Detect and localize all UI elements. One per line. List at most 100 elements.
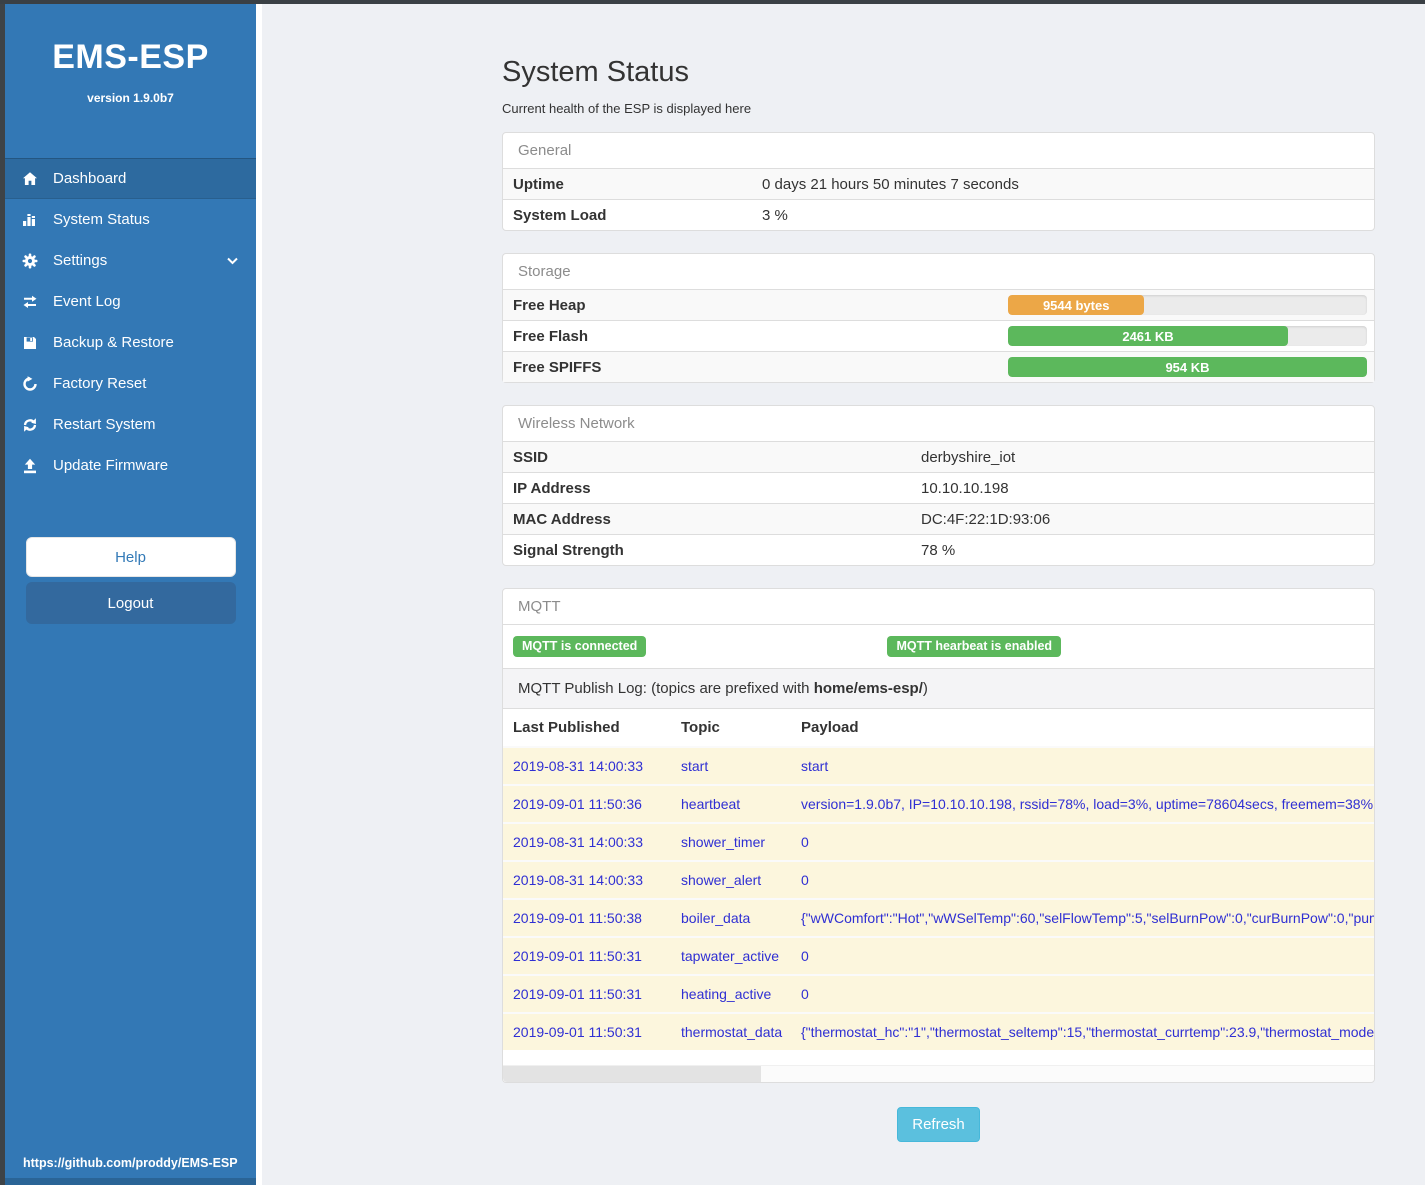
table-row: 2019-08-31 14:00:33 shower_alert 0 [503, 860, 1374, 898]
caption-text: MQTT Publish Log: (topics are prefixed w… [518, 680, 814, 697]
sidebar-item-restart-system[interactable]: Restart System [5, 404, 256, 445]
column-header: Topic [681, 719, 720, 736]
sidebar-item-label: Factory Reset [53, 375, 147, 392]
sidebar-item-label: Settings [53, 252, 108, 269]
row-label: Free Flash [513, 327, 589, 345]
cell-time: 2019-08-31 14:00:33 [513, 758, 643, 774]
table-row: 2019-08-31 14:00:33 shower_timer 0 [503, 822, 1374, 860]
row-value: 0 days 21 hours 50 minutes 7 seconds [762, 175, 1019, 193]
cell-payload: 0 [801, 948, 809, 964]
gear-icon [20, 253, 40, 269]
cell-payload: {"wWComfort":"Hot","wWSelTemp":60,"selFl… [801, 910, 1374, 926]
cell-time: 2019-09-01 11:50:38 [513, 910, 642, 926]
table-row: 2019-09-01 11:50:31 heating_active 0 [503, 974, 1374, 1012]
horizontal-scrollbar[interactable] [503, 1065, 1374, 1082]
cell-time: 2019-09-01 11:50:36 [513, 796, 642, 812]
mqtt-card-header: MQTT [518, 598, 561, 615]
mqtt-table-header: Last Published Topic Payload [503, 708, 1374, 746]
row-label: Signal Strength [513, 541, 624, 559]
refresh-button[interactable]: Refresh [897, 1107, 980, 1142]
table-row: Uptime 0 days 21 hours 50 minutes 7 seco… [503, 168, 1374, 199]
sidebar-item-label: Update Firmware [53, 457, 169, 474]
progress-bar: 954 KB [1008, 357, 1367, 377]
main-content: System Status Current health of the ESP … [256, 0, 1425, 1185]
sidebar-item-label: Backup & Restore [53, 334, 174, 351]
row-label: IP Address [513, 479, 591, 497]
progress-value: 954 KB [1165, 359, 1210, 375]
table-row: Free Heap 9544 bytes [503, 289, 1374, 320]
storage-card-header: Storage [518, 263, 571, 280]
table-row: Free Flash 2461 KB [503, 320, 1374, 351]
chart-icon [20, 212, 40, 228]
cell-time: 2019-09-01 11:50:31 [513, 986, 642, 1002]
row-value: 78 % [921, 541, 956, 559]
cell-payload: 0 [801, 834, 809, 850]
cell-payload: version=1.9.0b7, IP=10.10.10.198, rssid=… [801, 796, 1374, 812]
cell-payload: 0 [801, 872, 809, 888]
page-subtitle: Current health of the ESP is displayed h… [502, 101, 752, 116]
sidebar-item-update-firmware[interactable]: Update Firmware [5, 445, 256, 486]
row-label: Uptime [513, 175, 564, 193]
wireless-card: Wireless Network SSID derbyshire_iot IP … [502, 405, 1375, 566]
cell-topic: heartbeat [681, 796, 741, 812]
row-value: derbyshire_iot [921, 448, 1016, 466]
sidebar-item-system-status[interactable]: System Status [5, 199, 256, 240]
general-card: General Uptime 0 days 21 hours 50 minute… [502, 132, 1375, 231]
sidebar-item-factory-reset[interactable]: Factory Reset [5, 363, 256, 404]
storage-card: Storage Free Heap 9544 bytes Free Flash … [502, 253, 1375, 383]
status-badge: MQTT is connected [513, 636, 647, 657]
sidebar-item-settings[interactable]: Settings [5, 240, 256, 281]
sidebar-item-event-log[interactable]: Event Log [5, 281, 256, 322]
sidebar-item-label: Dashboard [53, 170, 127, 187]
row-value: 3 % [762, 206, 788, 224]
refresh-area: Refresh [502, 1107, 1375, 1142]
table-row: System Load 3 % [503, 199, 1374, 230]
cell-topic: thermostat_data [681, 1024, 783, 1040]
table-row: 2019-09-01 11:50:31 tapwater_active 0 [503, 936, 1374, 974]
progress-value: 2461 KB [1122, 328, 1174, 344]
general-card-header: General [518, 142, 572, 159]
sidebar-bottom-strip [5, 1178, 256, 1185]
sidebar-item-dashboard[interactable]: Dashboard [5, 158, 256, 199]
logout-button[interactable]: Logout [25, 582, 236, 624]
window-top-strip [0, 0, 1425, 4]
sidebar: EMS-ESP version 1.9.0b7 Dashboard System… [0, 0, 256, 1185]
mqtt-publish-log-caption: MQTT Publish Log: (topics are prefixed w… [503, 668, 1374, 708]
row-label: MAC Address [513, 510, 611, 528]
sidebar-item-label: Restart System [53, 416, 156, 433]
page-title: System Status [502, 56, 689, 88]
save-icon [20, 335, 40, 351]
cell-topic: shower_timer [681, 834, 766, 850]
progress-bar: 2461 KB [1008, 326, 1367, 346]
status-badge: MQTT hearbeat is enabled [887, 636, 1062, 657]
github-link[interactable]: https://github.com/proddy/EMS-ESP [23, 1156, 238, 1170]
cell-payload: 0 [801, 986, 809, 1002]
table-row: 2019-08-31 14:00:33 start start [503, 746, 1374, 784]
cell-topic: boiler_data [681, 910, 751, 926]
column-header: Payload [801, 719, 859, 736]
sidebar-item-label: System Status [53, 211, 150, 228]
sidebar-item-label: Event Log [53, 293, 121, 310]
row-value: 10.10.10.198 [921, 479, 1009, 497]
column-header: Last Published [513, 719, 620, 736]
row-label: Free Heap [513, 296, 586, 314]
table-row: Free SPIFFS 954 KB [503, 351, 1374, 382]
caption-suffix: ) [922, 680, 928, 697]
cell-payload: start [801, 758, 829, 774]
cell-time: 2019-09-01 11:50:31 [513, 948, 642, 964]
cell-topic: tapwater_active [681, 948, 780, 964]
cell-topic: start [681, 758, 709, 774]
help-button[interactable]: Help [25, 537, 236, 577]
cell-payload: {"thermostat_hc":"1","thermostat_seltemp… [801, 1024, 1374, 1040]
exchange-arrows-icon [20, 294, 40, 310]
progress-bar: 9544 bytes [1008, 295, 1367, 315]
mqtt-card: MQTT MQTT is connected MQTT hearbeat is … [502, 588, 1375, 1083]
cell-time: 2019-08-31 14:00:33 [513, 872, 643, 888]
cell-time: 2019-09-01 11:50:31 [513, 1024, 642, 1040]
undo-icon [20, 375, 40, 392]
row-label: SSID [513, 448, 549, 466]
sidebar-item-backup-restore[interactable]: Backup & Restore [5, 322, 256, 363]
scrollbar-thumb[interactable] [503, 1066, 761, 1082]
chevron-down-icon [227, 257, 238, 265]
refresh-icon [20, 417, 40, 433]
